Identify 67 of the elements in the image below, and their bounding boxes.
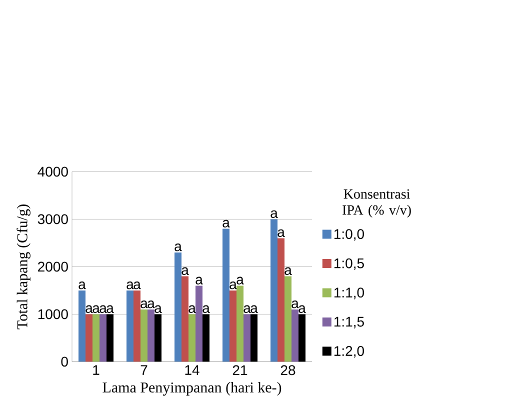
legend-label: 1:1,5 bbox=[334, 316, 364, 328]
data-label: a bbox=[298, 305, 306, 313]
x-tick-label: 1 bbox=[93, 365, 100, 375]
bar bbox=[140, 309, 148, 362]
data-label: a bbox=[292, 300, 299, 308]
legend-label: 1:1,0 bbox=[334, 288, 364, 300]
x-axis-title: Lama Penyimpanan (hari ke-) bbox=[102, 382, 282, 396]
x-tick-label: 7 bbox=[140, 365, 148, 375]
data-label: a bbox=[100, 305, 107, 313]
bar bbox=[182, 276, 188, 362]
bar bbox=[188, 314, 196, 362]
bar bbox=[202, 314, 210, 362]
legend-title: Konsentrasi IPA (% v/v) bbox=[342, 189, 411, 218]
y-axis-title: Total kapang (Cfu/g) bbox=[16, 204, 30, 330]
bar bbox=[154, 314, 162, 362]
bar bbox=[100, 314, 107, 362]
y-tick-label: 4000 bbox=[38, 166, 68, 177]
bar bbox=[250, 314, 258, 362]
data-label: a bbox=[250, 305, 258, 313]
data-label: a bbox=[92, 305, 100, 313]
legend-label: 1:0,0 bbox=[334, 229, 364, 241]
bar bbox=[284, 276, 292, 362]
data-label: a bbox=[278, 229, 285, 237]
data-label: a bbox=[202, 305, 210, 313]
bar bbox=[92, 314, 100, 362]
data-label: a bbox=[78, 282, 86, 290]
data-label: a bbox=[230, 282, 237, 290]
data-label: a bbox=[244, 305, 251, 313]
bar bbox=[229, 290, 236, 362]
data-label: a bbox=[106, 305, 114, 313]
bar bbox=[86, 314, 93, 362]
bar bbox=[236, 286, 244, 362]
bar bbox=[222, 228, 230, 362]
bar bbox=[78, 290, 86, 362]
data-label: a bbox=[236, 276, 244, 284]
y-tick-label: 0 bbox=[61, 356, 68, 367]
data-label: a bbox=[86, 305, 93, 313]
x-tick-label: 21 bbox=[232, 365, 248, 375]
bar bbox=[134, 290, 140, 362]
x-tick-label: 28 bbox=[280, 365, 296, 376]
bar bbox=[148, 309, 154, 362]
data-label: a bbox=[148, 300, 155, 308]
y-tick-label: 3000 bbox=[38, 214, 68, 224]
data-label: a bbox=[134, 282, 141, 290]
bar bbox=[291, 309, 298, 362]
bar bbox=[244, 314, 250, 362]
bar bbox=[126, 290, 134, 362]
y-tick-label: 2000 bbox=[38, 262, 68, 272]
data-label: a bbox=[270, 210, 278, 218]
data-label: a bbox=[154, 305, 162, 313]
y-tick-label: 1000 bbox=[38, 309, 68, 320]
data-label: a bbox=[182, 267, 189, 275]
data-label: a bbox=[196, 276, 203, 284]
data-label: a bbox=[284, 267, 292, 275]
bar bbox=[278, 238, 284, 362]
legend-label: 1:2,0 bbox=[334, 346, 364, 358]
x-tick-label: 14 bbox=[185, 365, 200, 375]
bar bbox=[106, 314, 114, 362]
bar bbox=[196, 286, 202, 362]
data-label: a bbox=[126, 282, 134, 290]
bar bbox=[270, 219, 278, 362]
bar bbox=[174, 252, 182, 362]
data-label: a bbox=[222, 220, 230, 228]
bar bbox=[298, 314, 306, 362]
data-label: a bbox=[140, 300, 148, 308]
data-label: a bbox=[174, 244, 182, 252]
legend-label: 1:0,5 bbox=[334, 258, 364, 270]
